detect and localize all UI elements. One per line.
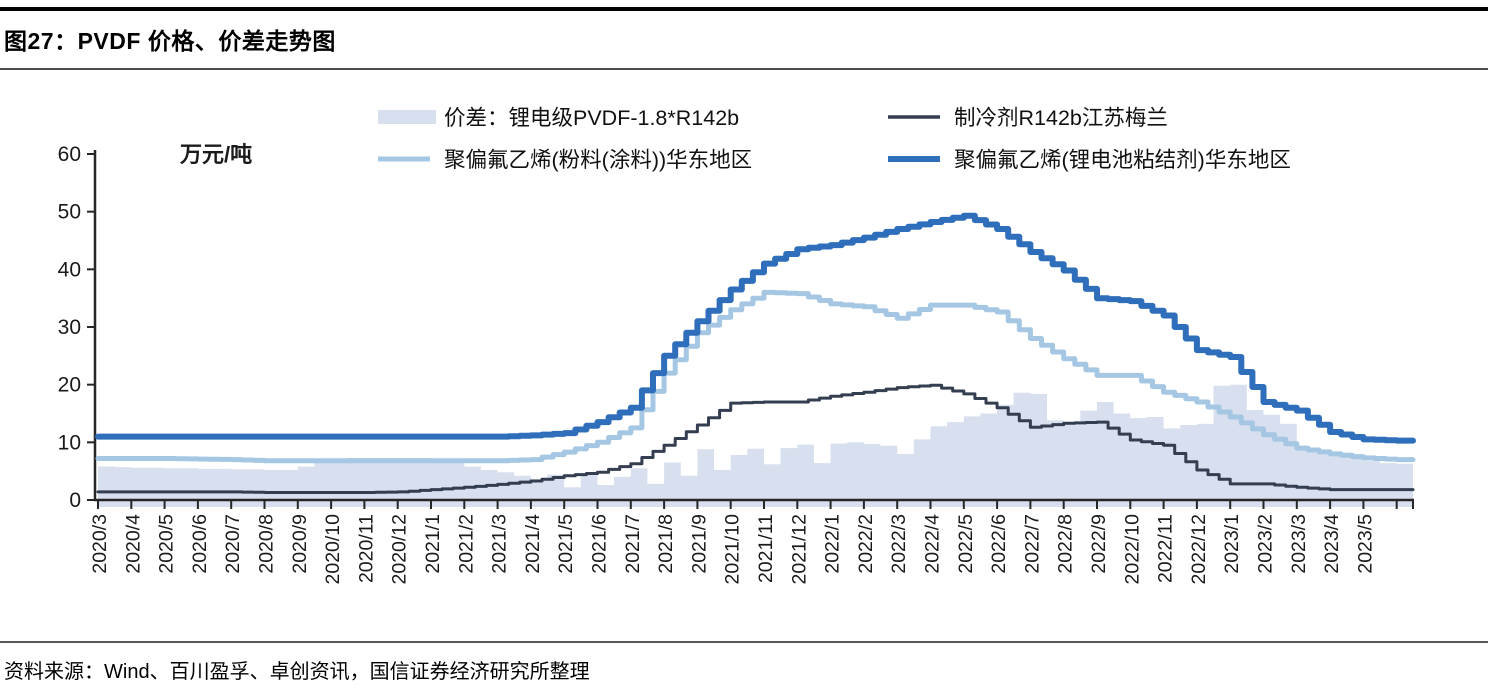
figure-title: 图27：PVDF 价格、价差走势图 <box>4 28 336 54</box>
legend-label: 价差：锂电级PVDF-1.8*R142b <box>444 106 739 130</box>
x-axis-tick-label: 2021/9 <box>688 514 710 574</box>
x-axis-tick-label: 2023/3 <box>1288 514 1310 574</box>
y-axis-tick-label: 20 <box>58 374 81 397</box>
x-axis-tick-label: 2020/5 <box>156 514 178 574</box>
legend-swatch-area <box>378 110 436 124</box>
x-axis-tick-label: 2022/4 <box>922 514 944 574</box>
x-axis-tick-label: 2020/10 <box>322 514 344 585</box>
y-axis-tick-label: 60 <box>58 143 81 166</box>
x-axis-tick-label: 2021/3 <box>489 514 511 574</box>
x-axis-tick-label: 2022/10 <box>1121 514 1143 585</box>
x-axis-tick-label: 2020/11 <box>355 514 377 583</box>
legend-label: 聚偏氟乙烯(粉料(涂料))华东地区 <box>444 148 752 172</box>
pvdf-price-spread-chart: 0 10 20 30 40 50 60 2020/3 2020/4 2020/5 2020/6 202… <box>58 106 1416 585</box>
report-figure: 图27：PVDF 价格、价差走势图 0 10 20 30 40 50 60 2020/3 202… <box>0 7 1488 684</box>
x-axis-tick-label: 2020/9 <box>289 514 311 574</box>
series-line-1 <box>95 289 1416 464</box>
x-axis-tick-label: 2023/2 <box>1255 514 1277 574</box>
x-axis-tick-label: 2022/2 <box>855 514 877 574</box>
x-axis-tick-label: 2020/12 <box>389 514 411 585</box>
x-axis-tick-label: 2022/3 <box>888 514 910 574</box>
x-axis-tick-label: 2021/6 <box>589 514 611 574</box>
y-axis-tick-label: 50 <box>58 201 81 224</box>
x-axis-tick-label: 2021/2 <box>455 514 477 574</box>
y-axis-unit-label: 万元/吨 <box>179 142 252 167</box>
x-axis-tick-label: 2021/8 <box>655 514 677 574</box>
x-axis-tick-label: 2022/6 <box>988 514 1010 574</box>
x-axis-tick-label: 2020/3 <box>89 514 111 574</box>
y-axis-tick-label: 40 <box>58 258 81 281</box>
legend-label: 制冷剂R142b江苏梅兰 <box>954 106 1168 130</box>
x-axis-tick-label: 2021/4 <box>522 514 544 574</box>
source-note: 资料来源：Wind、百川盈孚、卓创资讯，国信证券经济研究所整理 <box>4 661 590 683</box>
series-line-2 <box>95 212 1416 444</box>
x-axis-tick-label: 2022/11 <box>1155 514 1177 583</box>
x-axis-tick-label: 2021/7 <box>622 514 644 574</box>
x-axis-tick-label: 2022/8 <box>1055 514 1077 574</box>
x-axis-tick-label: 2020/8 <box>256 514 278 574</box>
x-axis-tick-label: 2020/4 <box>122 514 144 574</box>
x-axis-tick-label: 2021/10 <box>722 514 744 585</box>
y-axis-tick-label: 30 <box>58 316 81 339</box>
series-line-0 <box>96 383 1415 494</box>
x-axis-tick-label: 2021/11 <box>755 514 777 583</box>
x-axis-tick-label: 2022/12 <box>1188 514 1210 585</box>
x-axis-tick-label: 2021/5 <box>555 514 577 574</box>
x-axis-tick-label: 2020/7 <box>222 514 244 574</box>
legend-label: 聚偏氟乙烯(锂电池粘结剂)华东地区 <box>954 148 1291 172</box>
footer-divider <box>0 641 1488 643</box>
x-axis-tick-label: 2023/5 <box>1354 514 1376 574</box>
y-axis-tick-label: 10 <box>58 431 81 454</box>
y-axis-tick-label: 0 <box>69 489 81 512</box>
x-axis-tick-label: 2021/1 <box>422 514 444 574</box>
top-divider <box>0 7 1488 11</box>
legend-item: 聚偏氟乙烯(粉料(涂料))华东地区 <box>378 148 752 172</box>
x-axis-tick-label: 2022/1 <box>822 514 844 574</box>
legend-item: 制冷剂R142b江苏梅兰 <box>888 106 1168 130</box>
chart-area: 0 10 20 30 40 50 60 2020/3 2020/4 2020/5 2020/6 202… <box>0 82 1488 639</box>
legend-item: 价差：锂电级PVDF-1.8*R142b <box>378 106 739 130</box>
x-axis-tick-label: 2022/5 <box>955 514 977 574</box>
title-divider <box>0 68 1488 70</box>
x-axis-tick-label: 2020/6 <box>189 514 211 574</box>
x-axis-tick-label: 2023/4 <box>1321 514 1343 574</box>
legend-item: 聚偏氟乙烯(锂电池粘结剂)华东地区 <box>888 148 1291 172</box>
series-price-spread-area <box>98 384 1414 507</box>
x-axis-tick-label: 2022/7 <box>1021 514 1043 574</box>
x-axis-tick-label: 2022/9 <box>1088 514 1110 574</box>
x-axis-tick-label: 2023/1 <box>1221 514 1243 574</box>
x-axis-tick-label: 2021/12 <box>788 514 810 585</box>
